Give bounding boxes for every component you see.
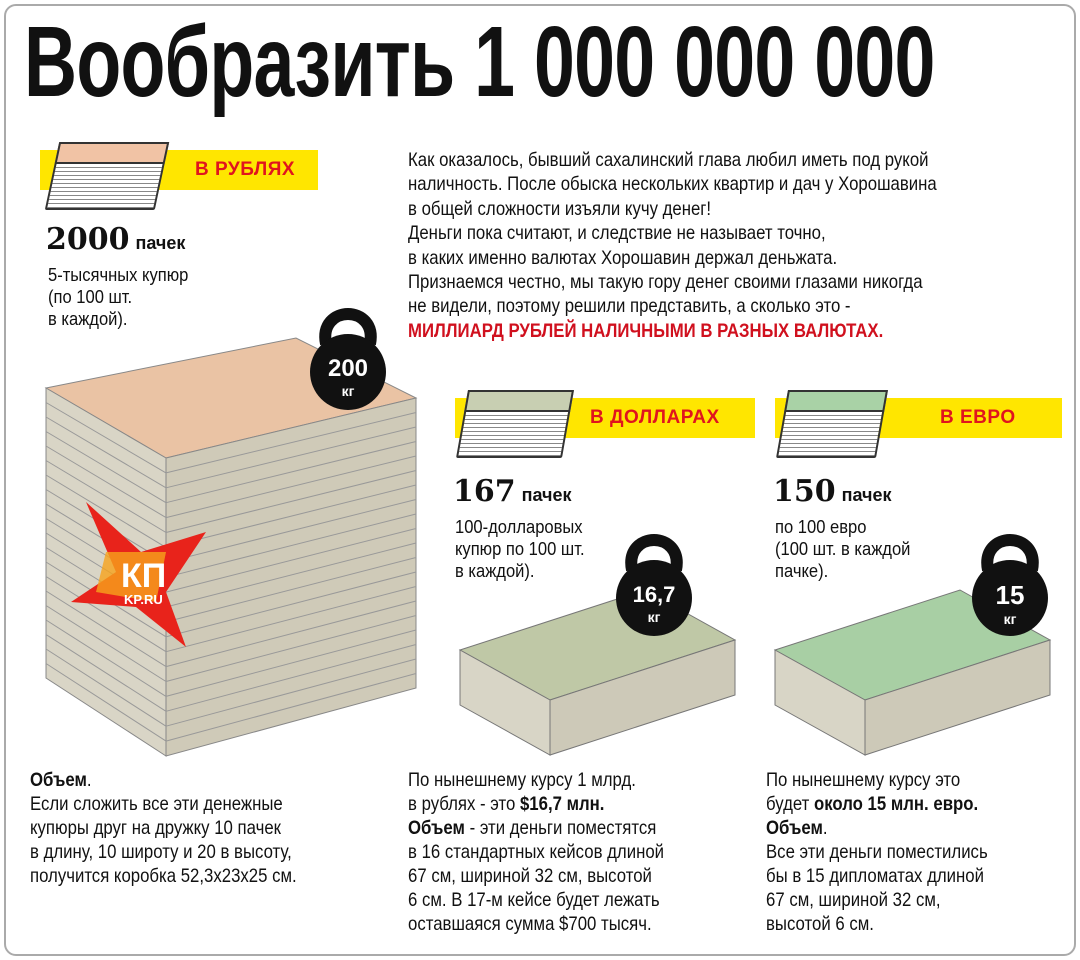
dollar-stack: [458, 589, 737, 756]
intro-line: Признаемся честно, мы такую гору денег с…: [408, 271, 923, 294]
euro-bundle-icon: [776, 390, 888, 458]
infographic-frame: [4, 4, 1076, 956]
svg-text:KP.RU: KP.RU: [124, 592, 163, 607]
svg-text:16,7: 16,7: [633, 582, 676, 607]
rubles-count: 2000 пачек: [46, 222, 186, 257]
dollars-note: По нынешнему курсу 1 млрд. в рублях - эт…: [408, 769, 665, 935]
kp-logo: КП KP.RU: [71, 502, 206, 647]
intro-line: в каких именно валютах Хорошавин держал …: [408, 246, 838, 269]
svg-text:кг: кг: [1004, 611, 1017, 627]
rubles-label: В РУБЛЯХ: [195, 159, 296, 180]
ruble-bundle-icon: [44, 142, 170, 210]
euro-label: В ЕВРО: [940, 407, 1016, 428]
euro-note: По нынешнему курсу это будет около 15 мл…: [766, 769, 988, 935]
kettlebell-15-icon: 15 кг: [972, 534, 1048, 636]
dollars-count: 167 пачек: [453, 474, 572, 509]
kettlebell-16-7-icon: 16,7 кг: [616, 534, 692, 636]
dollars-label: В ДОЛЛАРАХ: [590, 407, 720, 428]
intro-paragraph: Как оказалось, бывший сахалинский глава …: [408, 148, 1044, 343]
intro-line: Деньги пока считают, и следствие не назы…: [408, 222, 826, 245]
svg-text:200: 200: [328, 355, 368, 382]
page-title: Вообразить 1 000 000 000: [24, 6, 935, 118]
svg-text:КП: КП: [121, 557, 166, 595]
euro-description: по 100 евро (100 шт. в каждой пачке).: [775, 517, 911, 581]
svg-text:кг: кг: [342, 383, 355, 399]
kettlebell-200-icon: 200 кг: [310, 308, 386, 410]
dollars-description: 100-долларовых купюр по 100 шт. в каждой…: [455, 517, 585, 581]
euro-count: 150 пачек: [773, 474, 892, 509]
dollar-bundle-icon: [456, 390, 574, 458]
intro-line: Как оказалось, бывший сахалинский глава …: [408, 149, 929, 171]
intro-line: не видели, поэтому решили представить, а…: [408, 295, 851, 318]
intro-highlight: МИЛЛИАРД РУБЛЕЙ НАЛИЧНЫМИ В РАЗНЫХ ВАЛЮТ…: [408, 319, 884, 342]
svg-text:кг: кг: [648, 609, 661, 625]
rubles-description: 5-тысячных купюр (по 100 шт. в каждой).: [48, 265, 189, 329]
svg-text:15: 15: [996, 580, 1025, 610]
intro-line: в общей сложности изъяли кучу денег!: [408, 197, 712, 220]
intro-line: наличность. После обыска нескольких квар…: [408, 173, 937, 196]
rubles-note: Объем. Если сложить все эти денежные купю…: [30, 769, 297, 887]
